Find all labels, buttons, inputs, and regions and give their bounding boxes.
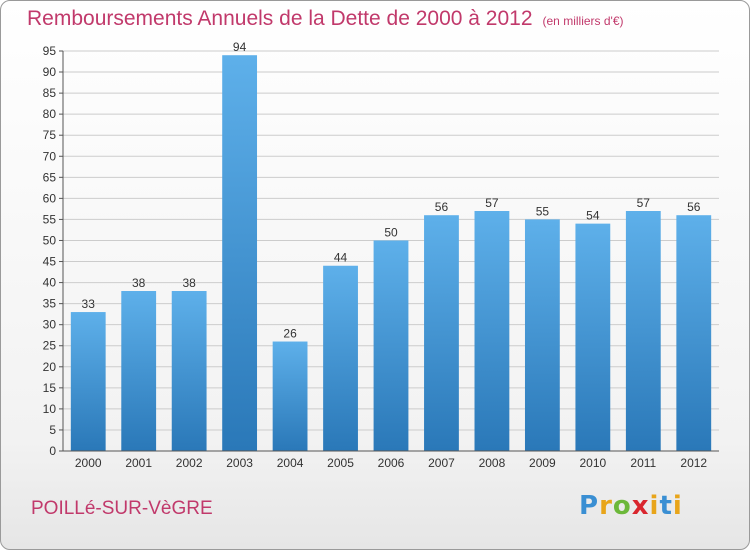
y-tick-label: 60 — [43, 191, 57, 205]
data-label-2005: 44 — [334, 251, 348, 265]
x-tick-label-2002: 2002 — [176, 456, 203, 470]
y-tick-label: 50 — [43, 233, 57, 247]
x-tick-label-2009: 2009 — [529, 456, 556, 470]
data-label-2007: 56 — [435, 200, 449, 214]
y-tick-label: 35 — [43, 297, 57, 311]
x-tick-label-2001: 2001 — [125, 456, 152, 470]
y-tick-label: 30 — [43, 318, 57, 332]
y-tick-label: 15 — [43, 381, 57, 395]
data-label-2010: 54 — [586, 209, 600, 223]
data-label-2001: 38 — [132, 276, 146, 290]
y-tick-label: 70 — [43, 149, 57, 163]
bar-2011 — [625, 211, 661, 451]
y-tick-label: 90 — [43, 65, 57, 79]
bars — [70, 55, 712, 452]
bar-2005 — [323, 265, 358, 451]
chart-title: Remboursements Annuels de la Dette de 20… — [27, 7, 624, 31]
x-tick-label-2007: 2007 — [428, 456, 455, 470]
x-tick-label-2008: 2008 — [479, 456, 506, 470]
bar-2009 — [524, 219, 560, 451]
x-tick-label-2005: 2005 — [327, 456, 354, 470]
y-tick-label: 45 — [43, 255, 57, 269]
data-label-2000: 33 — [82, 297, 96, 311]
x-tick-label-2003: 2003 — [226, 456, 253, 470]
x-tick-label-2011: 2011 — [630, 456, 656, 470]
x-axis-ticks: 2000 2001 2002 2003 2004 2005 2006 2007 2008 2009… — [75, 456, 708, 470]
chart-subtitle: (en milliers d'€) — [542, 14, 624, 28]
bar-2008 — [474, 211, 510, 451]
bar-2001 — [121, 291, 157, 451]
data-label-2006: 50 — [384, 225, 398, 239]
data-label-2002: 38 — [182, 276, 196, 290]
y-tick-label: 80 — [43, 107, 57, 121]
proxiti-logo: Proxiti — [579, 491, 683, 521]
axes — [62, 51, 719, 452]
x-tick-label-2012: 2012 — [680, 456, 707, 470]
y-tick-label: 0 — [49, 444, 56, 458]
y-tick-label: 40 — [43, 276, 57, 290]
bar-2000 — [70, 312, 106, 451]
chart-title-text: Remboursements Annuels de la Dette de 20… — [27, 7, 533, 30]
x-tick-label-2000: 2000 — [75, 456, 102, 470]
data-label-2008: 57 — [485, 196, 499, 210]
y-tick-label: 5 — [49, 423, 56, 437]
y-tick-label: 85 — [43, 86, 57, 100]
data-label-2004: 26 — [283, 327, 297, 341]
bar-2010 — [575, 223, 611, 451]
y-axis-ticks: 0 5 10 15 20 25 30 35 40 45 50 55 60 65 70 75 80 85 90 95 — [43, 44, 63, 458]
y-tick-label: 55 — [43, 212, 57, 226]
y-tick-label: 95 — [43, 44, 57, 58]
bar-2004 — [272, 341, 308, 451]
bar-2002 — [171, 291, 207, 451]
data-label-2012: 56 — [687, 200, 701, 214]
bar-2003 — [222, 55, 258, 452]
data-label-2009: 55 — [536, 204, 550, 218]
bar-2007 — [424, 215, 459, 451]
bar-2006 — [373, 240, 409, 451]
data-label-2003: 94 — [233, 40, 247, 54]
y-tick-label: 10 — [43, 402, 57, 416]
x-tick-label-2006: 2006 — [378, 456, 405, 470]
commune-name: POILLé-SUR-VèGRE — [31, 498, 213, 519]
y-tick-label: 25 — [43, 339, 57, 353]
data-label-2011: 57 — [637, 196, 651, 210]
data-labels: 33 38 38 94 26 44 50 56 57 55 54 57 56 — [82, 40, 701, 340]
y-tick-label: 65 — [43, 170, 57, 184]
y-tick-label: 20 — [43, 360, 57, 374]
bar-2012 — [676, 215, 712, 451]
x-tick-label-2004: 2004 — [277, 456, 304, 470]
y-tick-label: 75 — [43, 128, 57, 142]
x-tick-label-2010: 2010 — [579, 456, 606, 470]
